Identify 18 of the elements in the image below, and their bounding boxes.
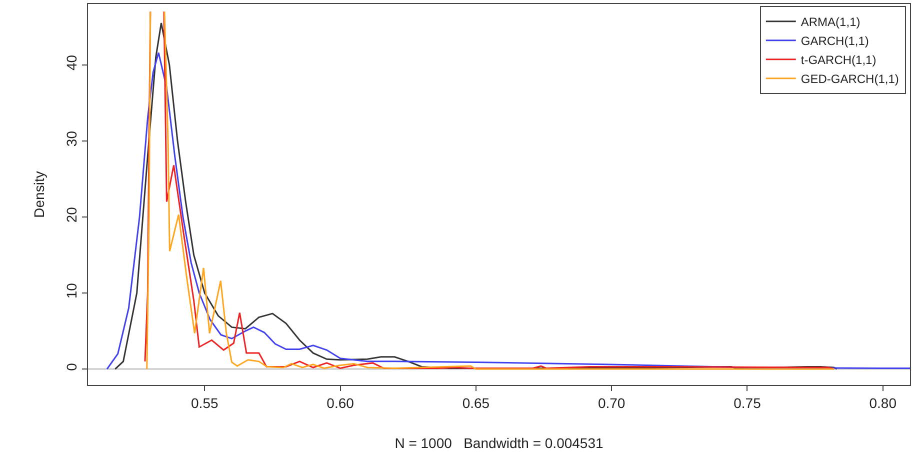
x-tick-label: 0.60 [326,394,354,411]
y-axis-title: Density [31,171,47,218]
y-tick-label: 20 [63,206,80,223]
legend-label: ARMA(1,1) [800,15,860,30]
y-tick-label: 30 [63,130,80,147]
x-tick-label: 0.55 [191,394,218,411]
legend-label: GED-GARCH(1,1) [800,72,899,86]
x-tick-label: 0.75 [734,394,762,411]
line-series [106,52,910,370]
y-tick-label: 10 [63,282,80,299]
y-tick-label: 40 [63,54,80,71]
legend-label: t-GARCH(1,1) [800,53,876,68]
legend-label: GARCH(1,1) [800,34,869,48]
x-tick-label: 0.70 [598,394,626,411]
x-tick-label: 0.65 [462,394,490,411]
x-tick-label: 0.80 [869,394,897,411]
x-axis-title: N = 1000 Bandwidth = 0.004531 [394,435,604,452]
y-tick-label: 0 [63,362,80,371]
